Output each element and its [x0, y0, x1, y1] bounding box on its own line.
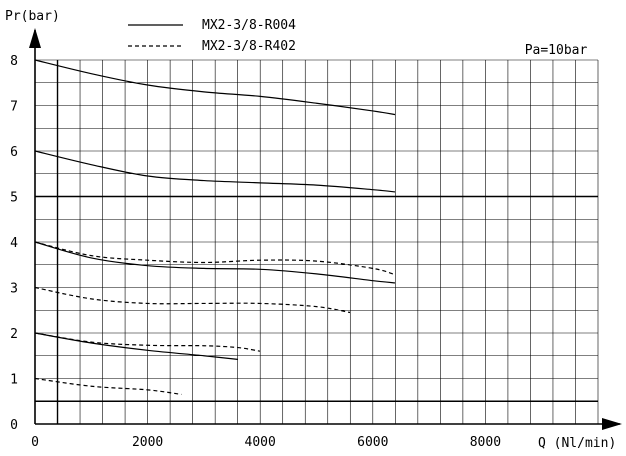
series-lines — [34, 59, 396, 396]
y-tick-label: 5 — [10, 191, 18, 206]
legend-label-r004: MX2-3/8-R004 — [202, 18, 296, 33]
y-tick-label: 6 — [10, 145, 18, 160]
reference-lines — [35, 60, 598, 424]
x-tick-label: 2000 — [132, 435, 163, 450]
series-line-r004 — [34, 150, 396, 193]
series-line-r402 — [34, 241, 396, 276]
y-tick-label: 7 — [10, 100, 18, 115]
series-line-r004 — [34, 59, 396, 116]
legend-label-r402: MX2-3/8-R402 — [202, 39, 296, 54]
series-line-r004 — [34, 332, 238, 360]
x-axis-title: Q (Nl/min) — [538, 436, 616, 451]
axes — [29, 28, 622, 430]
grid — [35, 59, 599, 424]
series-line-r402 — [34, 332, 261, 352]
x-tick-label: 0 — [31, 435, 39, 450]
y-tick-label: 4 — [10, 236, 18, 251]
legend: MX2-3/8-R004 MX2-3/8-R402 — [128, 18, 296, 54]
series-line-r402 — [34, 377, 182, 396]
y-tick-label: 8 — [10, 54, 18, 69]
y-tick-label: 0 — [10, 418, 18, 433]
x-axis-arrow — [602, 418, 622, 430]
x-tick-label: 6000 — [357, 435, 388, 450]
y-axis-arrow — [29, 28, 41, 48]
pressure-note: Pa=10bar — [525, 43, 588, 58]
series-line-r004 — [34, 241, 396, 284]
y-tick-label: 3 — [10, 282, 18, 297]
y-tick-label: 2 — [10, 327, 18, 342]
y-axis-title: Pr(bar) — [5, 9, 60, 24]
x-tick-label: 4000 — [245, 435, 276, 450]
x-tick-label: 8000 — [470, 435, 501, 450]
series-line-r402 — [34, 286, 351, 314]
tick-labels: 0 1 2 3 4 5 6 7 8 0 2000 4000 6000 8000 — [10, 54, 501, 450]
y-tick-label: 1 — [10, 373, 18, 388]
